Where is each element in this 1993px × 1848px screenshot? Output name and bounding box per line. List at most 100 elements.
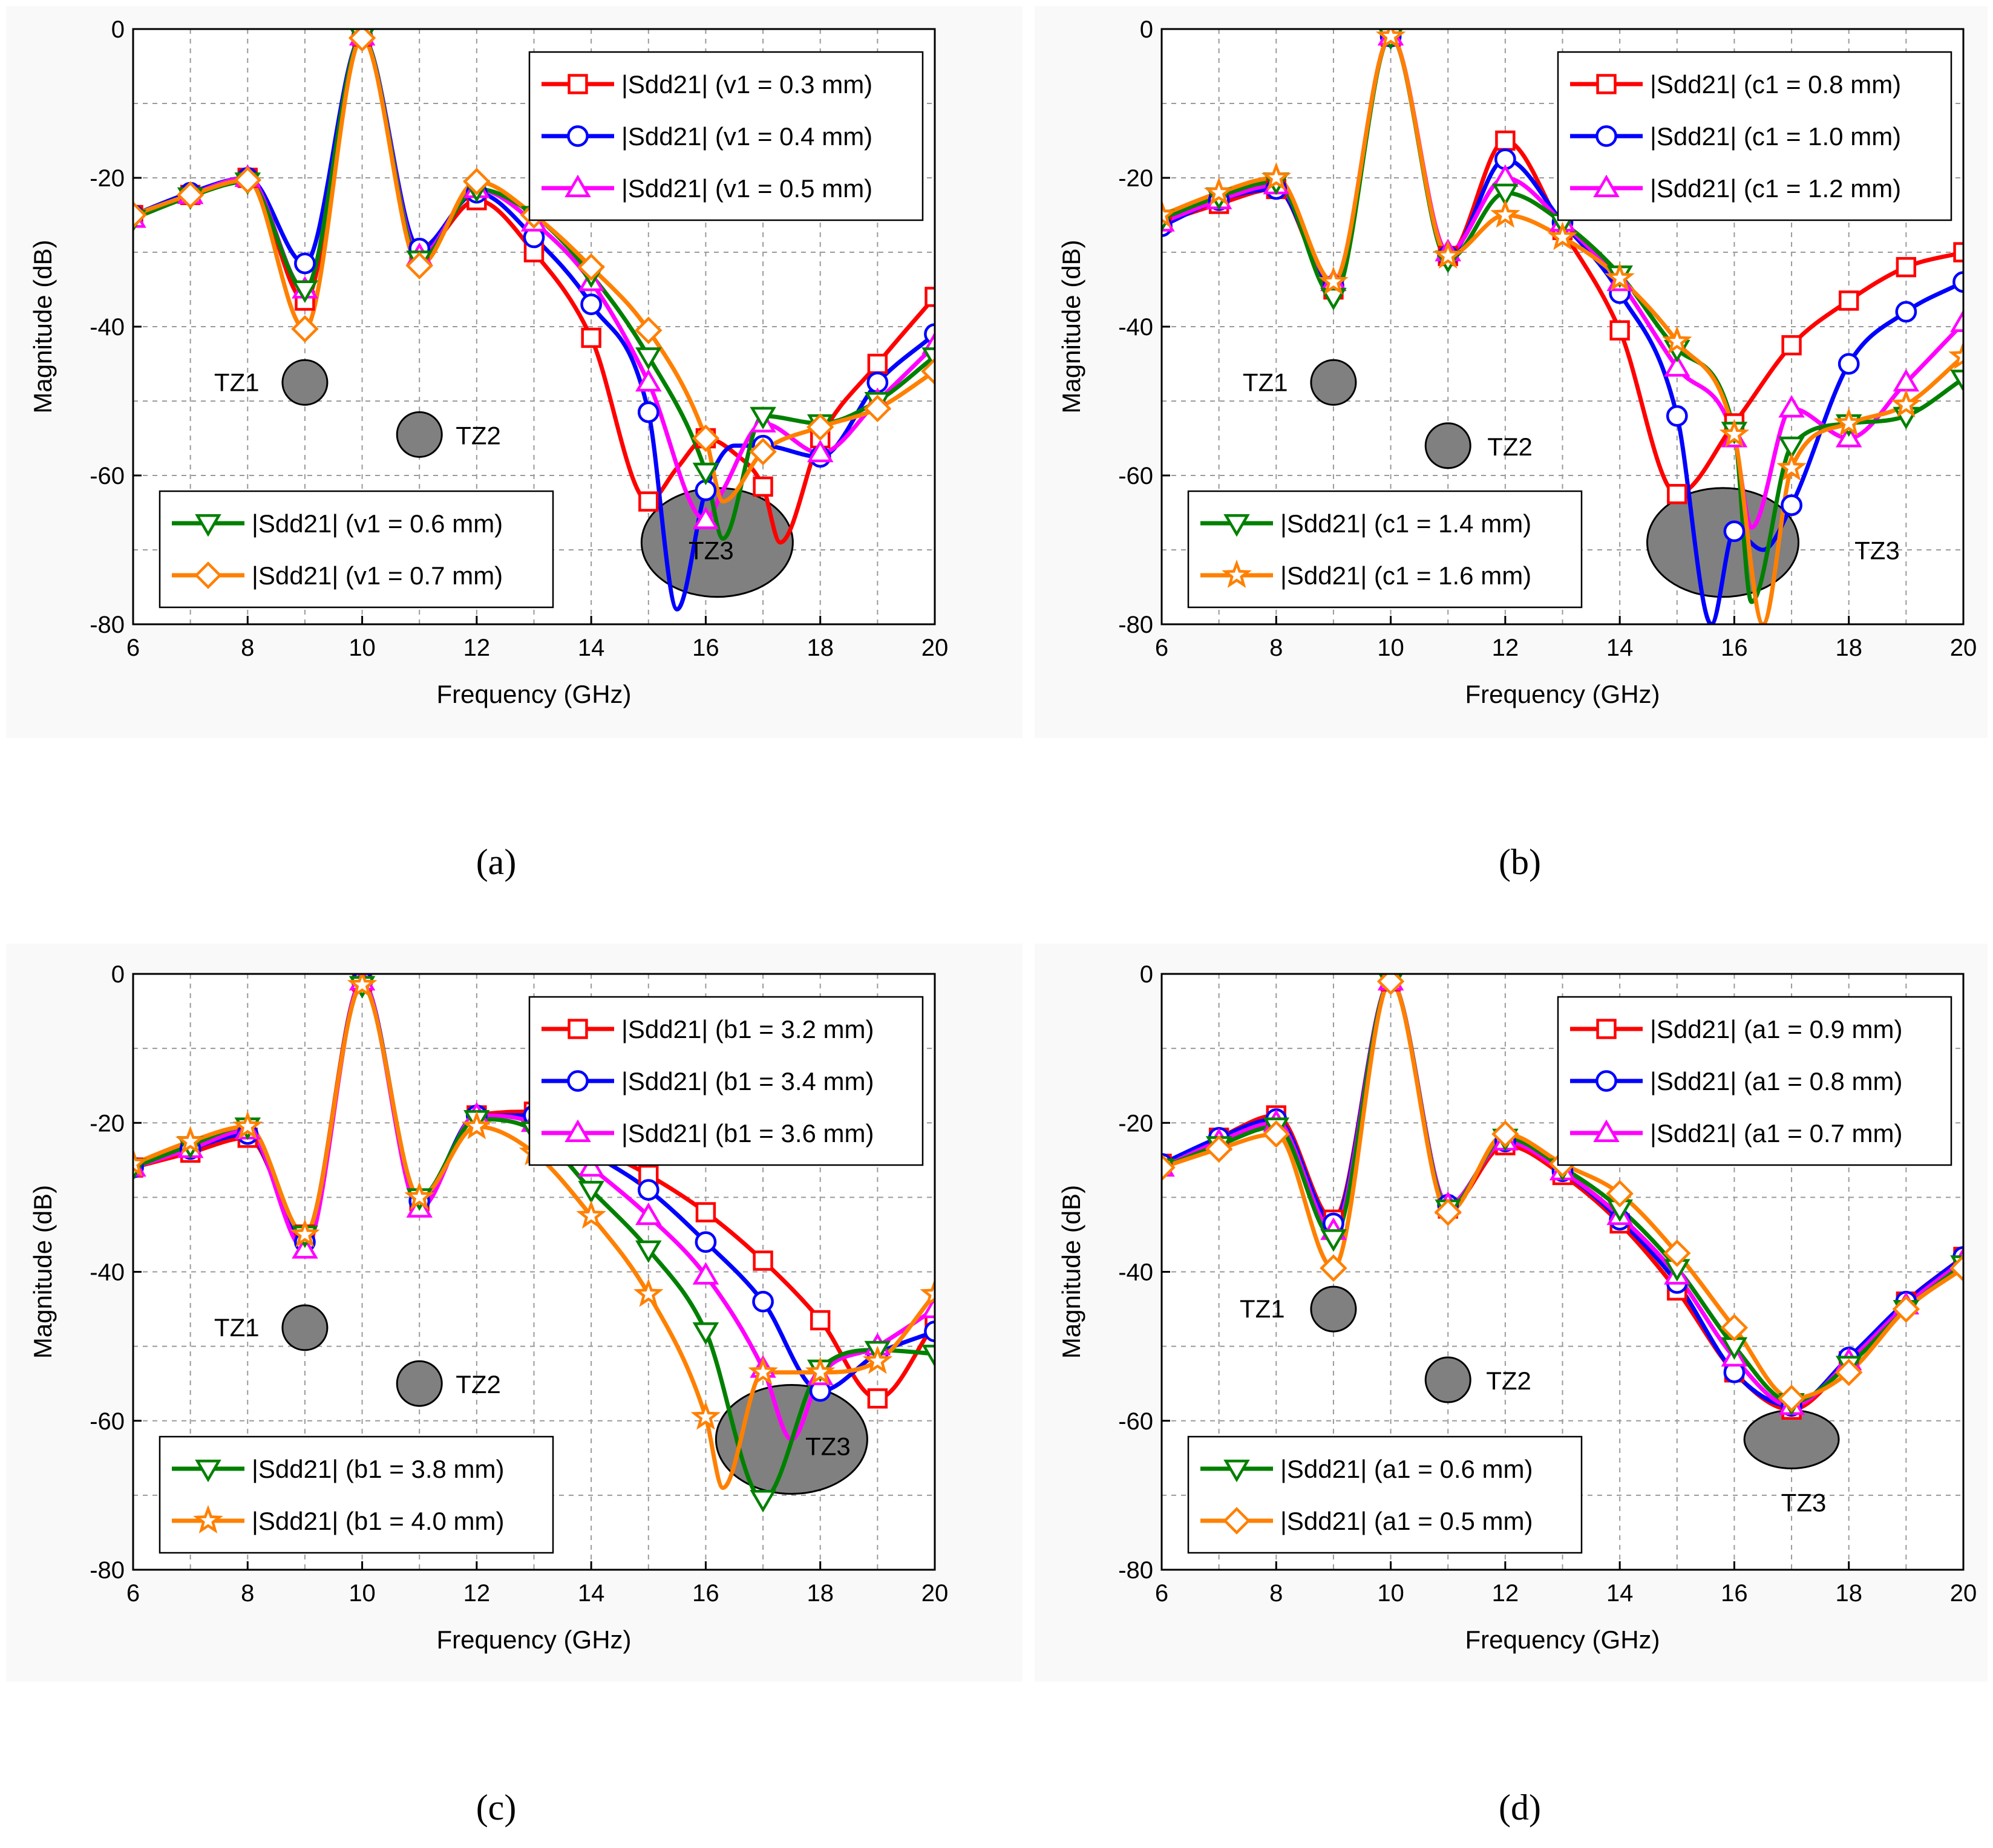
- x-tick-label: 20: [921, 635, 949, 661]
- circle-marker: [567, 1070, 589, 1092]
- diamond-marker: [463, 168, 491, 195]
- x-tick-label: 16: [692, 635, 719, 661]
- diamond-marker: [921, 358, 935, 385]
- tz-ellipse: [1424, 422, 1471, 469]
- diamond-marker: [806, 413, 834, 441]
- circle-marker: [1952, 271, 1963, 293]
- legend-box: [1187, 1435, 1583, 1554]
- circle-marker: [1723, 520, 1746, 543]
- y-axis-label: Magnitude (dB): [1057, 1185, 1085, 1359]
- legend-label: |Sdd21| (v1 = 0.6 mm): [252, 509, 503, 538]
- diamond-marker: [234, 166, 262, 194]
- star-marker: [1662, 325, 1692, 354]
- legend-label: |Sdd21| (c1 = 1.4 mm): [1280, 509, 1531, 538]
- square-marker: [695, 1202, 716, 1223]
- star-marker: [1719, 419, 1750, 448]
- star-marker: [920, 1278, 935, 1307]
- triangle-down-marker: [195, 1460, 221, 1483]
- tz-label: TZ3: [689, 537, 734, 565]
- triangle-down-marker: [1950, 370, 1963, 393]
- x-tick-label: 10: [1377, 1580, 1404, 1607]
- circle-marker: [294, 252, 316, 275]
- tz-ellipse: [396, 411, 443, 458]
- x-tick-label: 6: [1155, 635, 1168, 661]
- legend-label: |Sdd21| (v1 = 0.7 mm): [252, 561, 503, 590]
- star-marker: [633, 1278, 664, 1307]
- tz-label: TZ2: [1486, 1366, 1531, 1395]
- diamond-marker: [1162, 1154, 1176, 1181]
- legend-label: |Sdd21| (a1 = 0.7 mm): [1650, 1119, 1903, 1148]
- panel-caption: (a): [476, 842, 517, 882]
- diamond-marker: [635, 316, 663, 344]
- y-tick-label: -40: [1118, 1259, 1153, 1286]
- circle-marker: [752, 1290, 774, 1313]
- legend-box: [159, 1435, 554, 1554]
- legend-top-right: |Sdd21| (c1 = 0.8 mm) |Sdd21| (c1 = 1.0 m…: [1557, 51, 1952, 221]
- square-marker: [568, 74, 588, 94]
- x-tick-label: 6: [126, 635, 140, 661]
- square-marker: [753, 1250, 773, 1271]
- tz-ellipse: [1310, 1285, 1357, 1333]
- star-marker: [462, 1111, 492, 1140]
- legend-label: |Sdd21| (b1 = 4.0 mm): [252, 1507, 505, 1535]
- x-tick-label: 16: [1721, 1580, 1748, 1607]
- diamond-marker: [1320, 1254, 1347, 1282]
- tz-label: TZ1: [214, 368, 260, 396]
- square-marker: [1896, 256, 1917, 278]
- tz-label: TZ1: [214, 1313, 260, 1342]
- triangle-up-marker: [565, 1119, 591, 1142]
- x-tick-label: 8: [241, 635, 254, 661]
- diamond-marker: [1205, 1135, 1233, 1163]
- legend-label: |Sdd21| (a1 = 0.8 mm): [1650, 1067, 1903, 1095]
- legend-label: |Sdd21| (v1 = 0.4 mm): [621, 122, 872, 151]
- circle-marker: [580, 293, 603, 315]
- triangle-up-marker: [1593, 1119, 1620, 1142]
- diamond-marker: [1949, 1254, 1963, 1282]
- x-tick-label: 12: [463, 1580, 491, 1607]
- y-tick-label: -80: [1118, 1557, 1153, 1584]
- triangle-down-marker: [1320, 1229, 1347, 1252]
- legend-top-right: |Sdd21| (b1 = 3.2 mm) |Sdd21| (b1 = 3.4 m…: [528, 996, 924, 1166]
- legend-label: |Sdd21| (c1 = 1.6 mm): [1280, 561, 1531, 590]
- tz-label: TZ1: [1243, 368, 1288, 396]
- square-marker: [753, 476, 773, 497]
- diamond-marker: [133, 201, 147, 229]
- square-marker: [1495, 130, 1516, 151]
- square-marker: [925, 287, 935, 307]
- legend-label: |Sdd21| (c1 = 0.8 mm): [1650, 70, 1901, 99]
- x-tick-label: 6: [1155, 1580, 1168, 1607]
- x-tick-label: 20: [1950, 1580, 1977, 1607]
- legend-label: |Sdd21| (c1 = 1.0 mm): [1650, 122, 1901, 151]
- circle-marker: [567, 125, 589, 147]
- square-marker: [568, 1019, 588, 1039]
- legend-bottom-left: |Sdd21| (v1 = 0.6 mm) |Sdd21| (v1 = 0.7 m…: [159, 490, 554, 609]
- diamond-marker: [1834, 1358, 1863, 1386]
- square-marker: [1667, 484, 1687, 504]
- legend-bottom-left: |Sdd21| (c1 = 1.4 mm) |Sdd21| (c1 = 1.6 m…: [1187, 490, 1583, 609]
- circle-marker: [1895, 301, 1917, 323]
- star-marker: [1948, 341, 1963, 370]
- tz-label: TZ2: [456, 421, 501, 449]
- star-marker: [1833, 407, 1864, 436]
- triangle-up-marker: [692, 506, 719, 529]
- star-marker: [1222, 560, 1252, 588]
- diamond-marker: [176, 181, 205, 209]
- y-axis-label: Magnitude (dB): [28, 1185, 57, 1359]
- star-marker: [175, 1126, 206, 1155]
- star-marker: [1318, 266, 1349, 295]
- square-marker: [867, 353, 888, 374]
- triangle-up-marker: [1664, 354, 1690, 377]
- circle-marker: [1781, 494, 1802, 517]
- triangle-up-marker: [635, 368, 662, 392]
- x-tick-label: 18: [807, 1580, 834, 1607]
- triangle-up-marker: [1593, 174, 1620, 197]
- x-tick-label: 20: [1950, 635, 1977, 661]
- x-tick-label: 18: [807, 635, 834, 661]
- legend-label: |Sdd21| (c1 = 1.2 mm): [1650, 174, 1901, 203]
- triangle-down-marker: [195, 514, 221, 537]
- x-tick-label: 12: [463, 635, 491, 661]
- y-axis-label: Magnitude (dB): [28, 240, 57, 413]
- x-tick-label: 18: [1835, 1580, 1862, 1607]
- y-tick-label: 0: [111, 961, 125, 988]
- star-marker: [1261, 162, 1292, 191]
